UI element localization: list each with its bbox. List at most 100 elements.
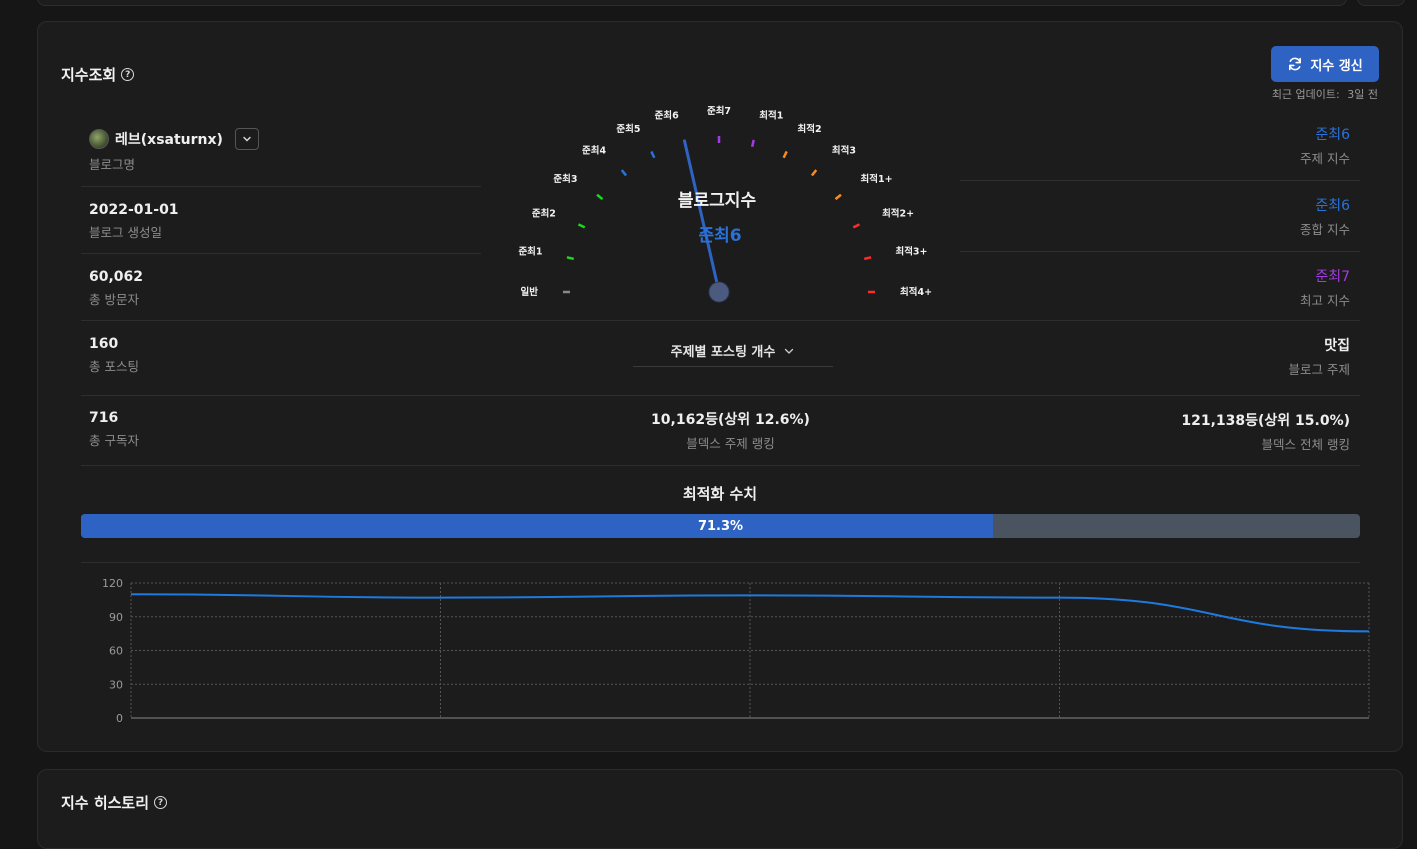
posts-label: 총 포스팅 (89, 359, 139, 374)
gauge-tick (650, 150, 656, 159)
top-right-button[interactable] (1357, 0, 1405, 6)
gauge-level-label: 최적4+ (900, 286, 932, 298)
total-index-value: 준최6 (1315, 198, 1350, 214)
chart-y-tick-label: 90 (109, 611, 123, 624)
gauge-tick (620, 169, 628, 177)
chart-series-line (130, 593, 1370, 633)
divider (960, 180, 1360, 181)
refresh-index-button[interactable]: 지수 갱신 (1271, 46, 1379, 82)
total-index-row: 준최6 종합 지수 (1300, 195, 1350, 238)
gauge-level-label: 준최6 (655, 110, 679, 122)
gauge-level-label: 준최3 (553, 173, 577, 185)
index-card-title: 지수조회 ? (61, 64, 135, 85)
chevron-down-icon (785, 348, 794, 354)
gauge-hub (708, 281, 730, 303)
optimization-title: 최적화 수치 (682, 485, 758, 503)
blog-topic-value: 맛집 (1324, 338, 1350, 354)
gauge-tick (863, 256, 872, 261)
last-update-value: 3일 전 (1347, 88, 1378, 101)
overall-rank-label: 블덱스 전체 랭킹 (1261, 437, 1350, 452)
blog-topic-row: 맛집 블로그 주제 (1289, 335, 1350, 378)
visitors-value: 60,062 (89, 269, 144, 285)
gauge-level-label: 최적3+ (895, 246, 927, 258)
gauge-level-label: 최적1+ (861, 173, 893, 185)
subscribers-row: 716 총 구독자 (89, 410, 481, 449)
refresh-index-label: 지수 갱신 (1310, 58, 1363, 74)
blog-topic-label: 블로그 주제 (1288, 362, 1350, 377)
blog-created-value: 2022-01-01 (89, 202, 179, 218)
visitors-row: 60,062 총 방문자 (89, 269, 481, 308)
blog-name-label: 블로그명 (89, 157, 136, 172)
gauge-value: 준최6 (698, 226, 741, 246)
gauge-level-label: 최적2 (798, 123, 822, 135)
gauge-tick (566, 256, 575, 261)
help-icon[interactable]: ? (121, 68, 135, 81)
chart-y-tick-label: 120 (102, 577, 123, 590)
blog-created-label: 블로그 생성일 (89, 225, 162, 240)
gauge-tick (852, 223, 861, 229)
overall-rank-value: 121,138등(상위 15.0%) (1181, 413, 1350, 429)
divider (81, 395, 1360, 396)
topic-rank-row: 10,162등(상위 12.6%) 블덱스 주제 랭킹 (598, 409, 863, 452)
subscribers-label: 총 구독자 (89, 433, 139, 448)
index-card-title-text: 지수조회 (61, 66, 117, 84)
blog-name: 레브(xsaturnx) (115, 132, 223, 148)
gauge-level-label: 최적2+ (882, 207, 914, 219)
max-index-value: 준최7 (1315, 269, 1350, 285)
optimization-progress-value: 71.3% (697, 518, 744, 534)
divider (81, 465, 1360, 466)
blog-name-row: 레브(xsaturnx) 블로그명 (89, 128, 481, 173)
chart-y-tick-label: 0 (116, 712, 123, 722)
posts-row: 160 총 포스팅 (89, 336, 481, 375)
topic-index-row: 준최6 주제 지수 (1300, 124, 1350, 167)
gauge-title: 블로그지수 (678, 191, 757, 211)
avatar (89, 129, 109, 149)
chart-y-ticks: 0 30 60 90 120 (102, 577, 123, 722)
gauge-tick (596, 193, 604, 201)
gauge-level-label: 최적1 (759, 110, 783, 122)
optimization-progress-bar: 71.3% (81, 514, 1360, 538)
gauge-needle (683, 139, 721, 294)
chevron-down-icon (243, 136, 251, 142)
divider (81, 186, 481, 187)
last-update-label: 최근 업데이트: (1271, 88, 1340, 101)
total-index-label: 종합 지수 (1300, 222, 1350, 237)
divider (81, 253, 481, 254)
index-card: 지수조회 ? 지수 갱신 최근 업데이트: 3일 전 레브(xsaturnx) … (37, 21, 1403, 752)
topic-index-label: 주제 지수 (1300, 151, 1350, 166)
topic-select-label: 주제별 포스팅 개수 (670, 345, 776, 360)
topic-index-value: 준최6 (1315, 127, 1350, 143)
optimization-progress-fill (81, 514, 993, 538)
overall-rank-row: 121,138등(상위 15.0%) 블덱스 전체 랭킹 (1181, 410, 1350, 453)
blog-index-gauge: 일반 준최1 준최2 준최3 준최4 준최5 준최6 준최7 최적1 최적2 최적3 최적1+ 최적2+… (518, 105, 932, 303)
topic-rank-label: 블덱스 주제 랭킹 (686, 436, 775, 451)
chart-grid (130, 582, 1370, 719)
blog-created-row: 2022-01-01 블로그 생성일 (89, 202, 481, 241)
top-search-bar (37, 0, 1347, 6)
divider (81, 320, 1360, 321)
gauge-tick (834, 193, 842, 201)
max-index-row: 준최7 최고 지수 (1300, 266, 1350, 309)
subscribers-value: 716 (89, 410, 119, 426)
help-icon[interactable]: ? (154, 796, 168, 809)
history-card-title: 지수 히스토리 ? (61, 792, 168, 813)
max-index-label: 최고 지수 (1300, 293, 1350, 308)
chart-y-tick-label: 30 (109, 678, 123, 691)
gauge-level-label: 준최4 (582, 144, 606, 156)
gauge-tick (810, 169, 818, 177)
gauge-level-label: 일반 (521, 286, 539, 298)
history-card: 지수 히스토리 ? (37, 769, 1403, 849)
topic-posting-count-select[interactable]: 주제별 포스팅 개수 (633, 335, 833, 367)
gauge-level-label: 준최5 (616, 123, 640, 135)
gauge-ticks: 일반 준최1 준최2 준최3 준최4 준최5 준최6 준최7 최적1 최적2 최적3 최적1+ 최적2+… (518, 105, 932, 298)
gauge-level-label: 준최7 (707, 105, 731, 117)
refresh-icon (1289, 57, 1302, 71)
gauge-level-label: 준최2 (532, 207, 556, 219)
visitors-label: 총 방문자 (89, 292, 139, 307)
blog-dropdown-button[interactable] (234, 128, 259, 150)
divider (960, 251, 1360, 252)
divider (81, 562, 1360, 563)
chart-y-tick-label: 60 (109, 645, 123, 658)
gauge-tick (750, 139, 755, 148)
